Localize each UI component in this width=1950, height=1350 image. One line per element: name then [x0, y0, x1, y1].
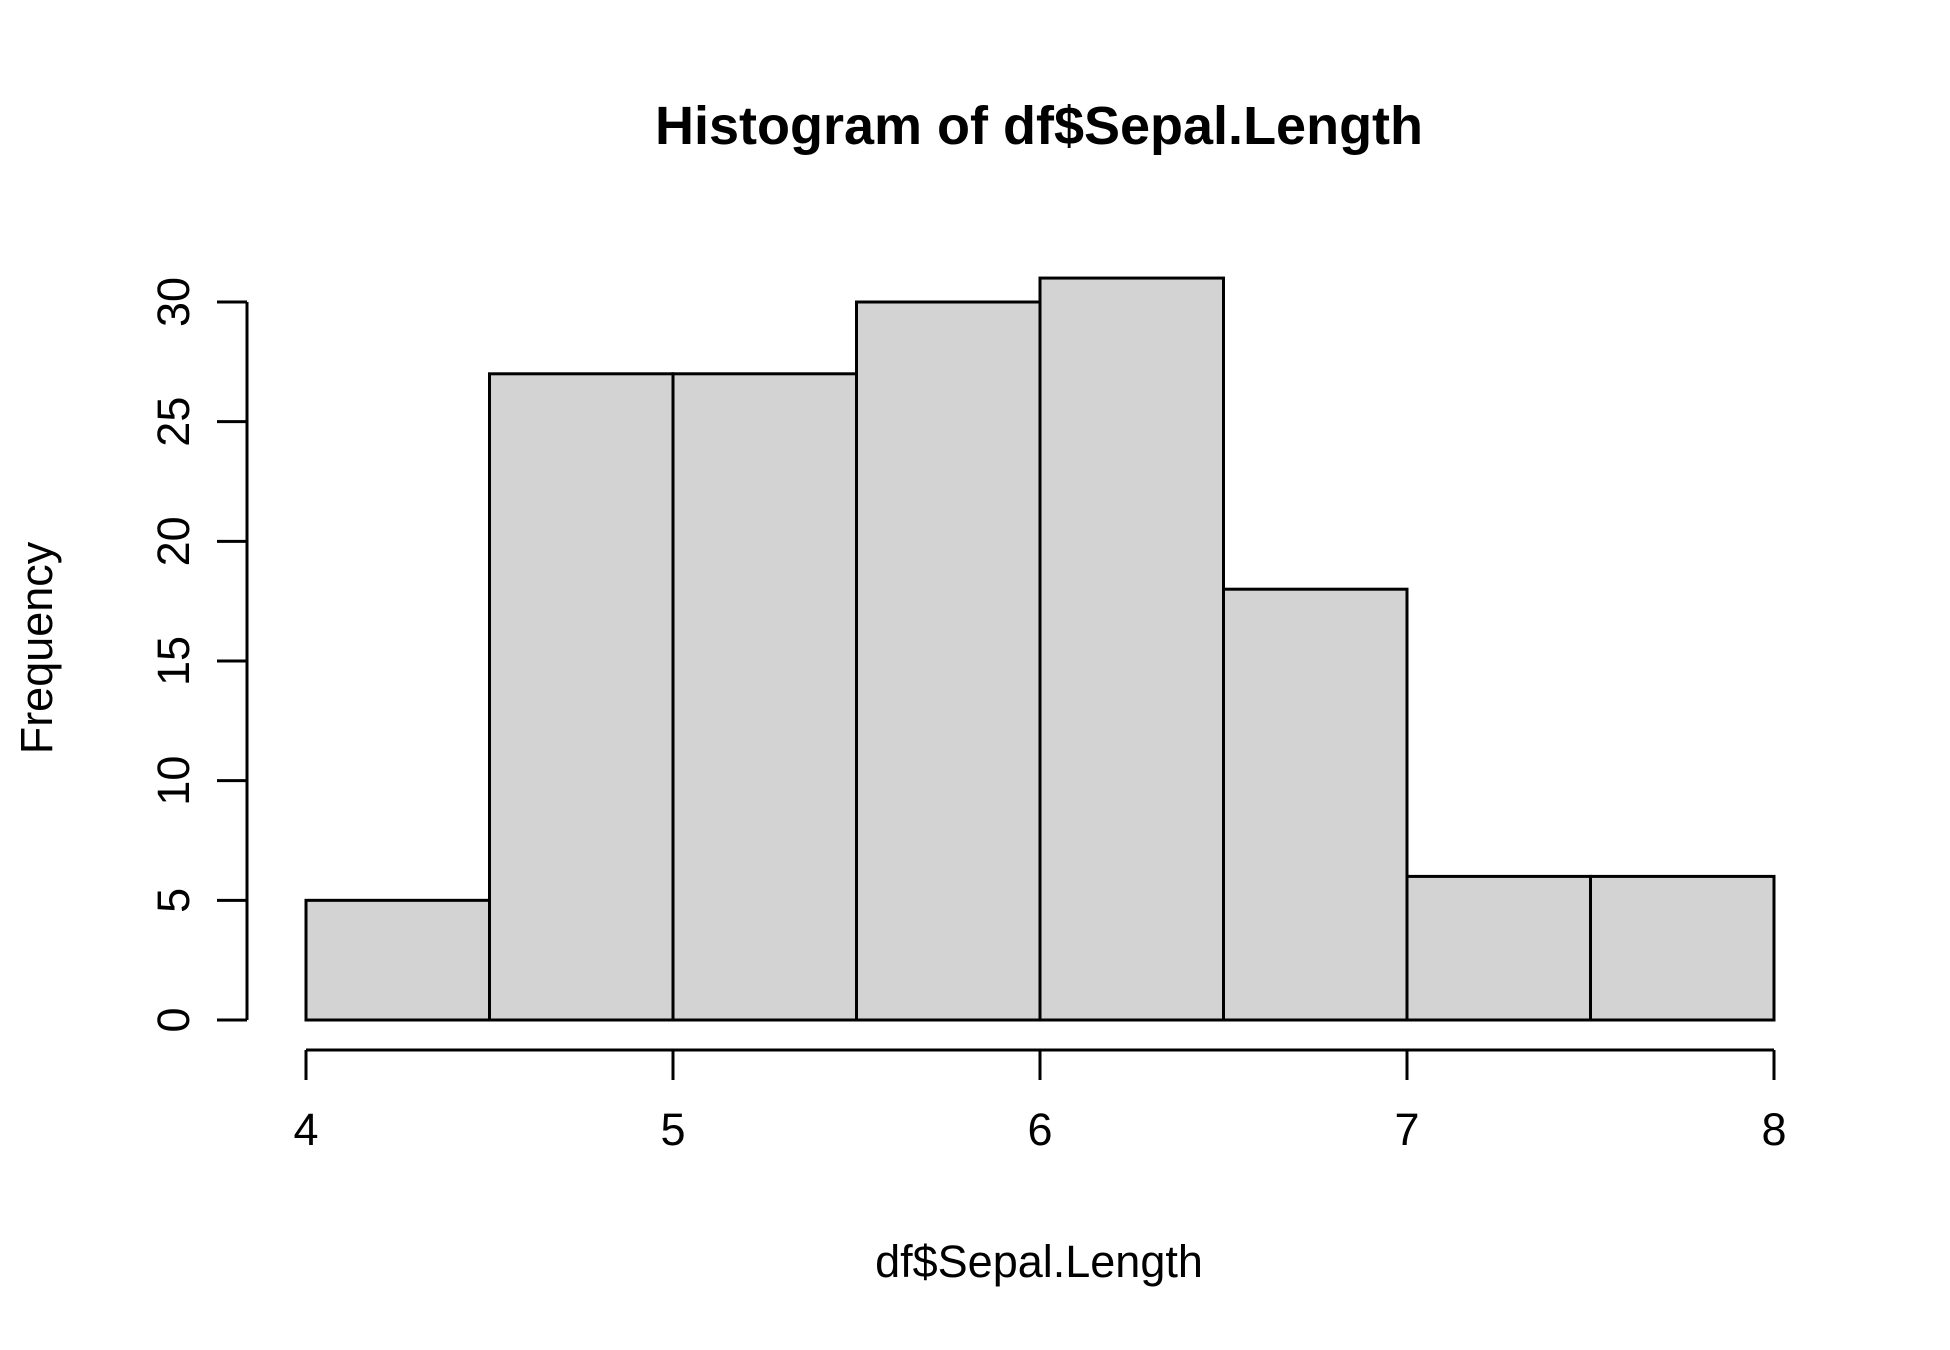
- x-tick-label: 6: [1027, 1104, 1052, 1155]
- bars-group: [304, 276, 1776, 1022]
- histogram-bar-1: [304, 898, 491, 1022]
- x-tick-label: 4: [293, 1104, 318, 1155]
- y-tick-label: 0: [148, 1007, 199, 1032]
- histogram-bar-2: [488, 372, 675, 1022]
- histogram-bar-4: [855, 300, 1042, 1022]
- histogram-bar-6: [1222, 587, 1409, 1022]
- x-tick-label: 5: [660, 1104, 685, 1155]
- x-tick-label: 8: [1761, 1104, 1786, 1155]
- y-tick-label: 20: [148, 516, 199, 566]
- y-tick-label: 30: [148, 277, 199, 327]
- y-tick-label: 15: [148, 636, 199, 686]
- x-axis: 4 5 6 7 8: [293, 1048, 1787, 1155]
- y-tick-label: 10: [148, 756, 199, 806]
- x-tick-label: 7: [1394, 1104, 1419, 1155]
- y-tick-label: 5: [148, 888, 199, 913]
- y-tick-label: 25: [148, 397, 199, 447]
- chart-title: Histogram of df$Sepal.Length: [655, 96, 1423, 156]
- histogram-bar-3: [671, 372, 858, 1022]
- histogram-bar-5: [1038, 276, 1225, 1022]
- y-axis: 0 5 10 15 20 25 30: [148, 277, 249, 1033]
- histogram-bar-8: [1589, 874, 1776, 1022]
- histogram-bar-7: [1405, 874, 1592, 1022]
- x-axis-label: df$Sepal.Length: [875, 1236, 1203, 1287]
- y-axis-label: Frequency: [11, 541, 62, 754]
